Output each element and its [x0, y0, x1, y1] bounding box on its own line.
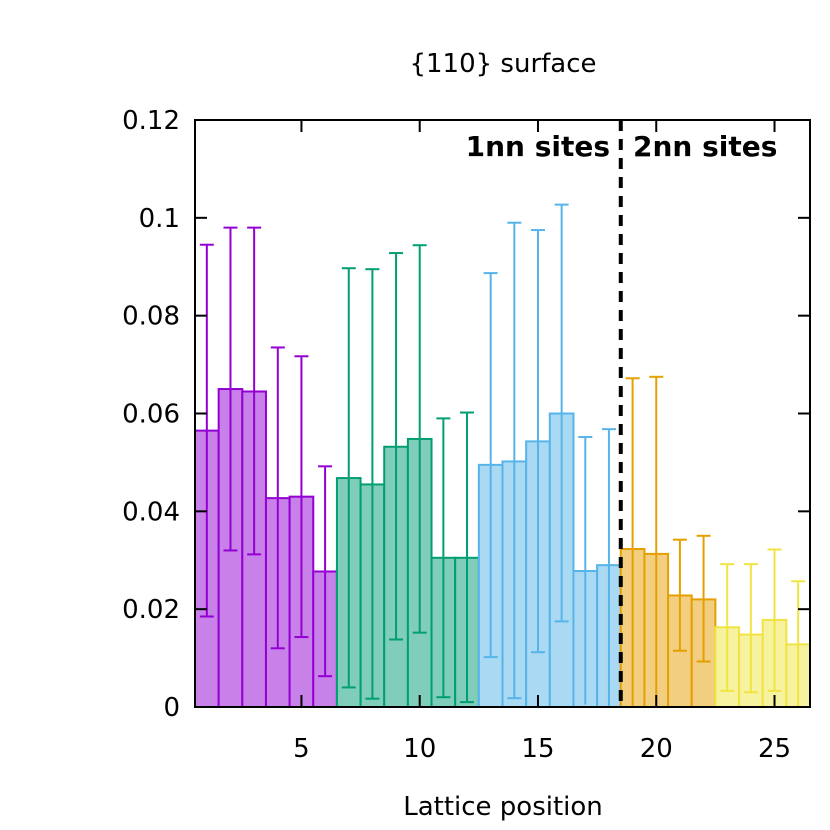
x-tick-label: 20 — [640, 734, 673, 764]
x-tick-label: 15 — [521, 734, 554, 764]
y-tick-label: 0.12 — [122, 106, 180, 136]
axis-ticks-layer: 0 0.02 0.04 0.06 0.08 0.1 0.12 5 10 15 20 25 — [122, 106, 810, 764]
y-tick-label: 0.06 — [122, 400, 180, 430]
x-tick-label: 5 — [293, 734, 310, 764]
y-tick-label: 0.04 — [122, 497, 180, 527]
x-axis-label: Lattice position — [403, 792, 603, 822]
error-bars-layer — [199, 203, 806, 707]
bars-layer — [194, 388, 811, 709]
y-tick-label: 0.02 — [122, 595, 180, 625]
y-tick-label: 0 — [163, 693, 180, 723]
chart-title: {110} surface — [409, 49, 596, 79]
x-tick-label: 25 — [758, 734, 791, 764]
x-tick-label: 10 — [403, 734, 436, 764]
region-label-2nn: 2nn sites — [633, 130, 777, 163]
y-tick-label: 0.08 — [122, 302, 180, 332]
region-label-1nn: 1nn sites — [466, 130, 610, 163]
y-tick-label: 0.1 — [139, 204, 180, 234]
